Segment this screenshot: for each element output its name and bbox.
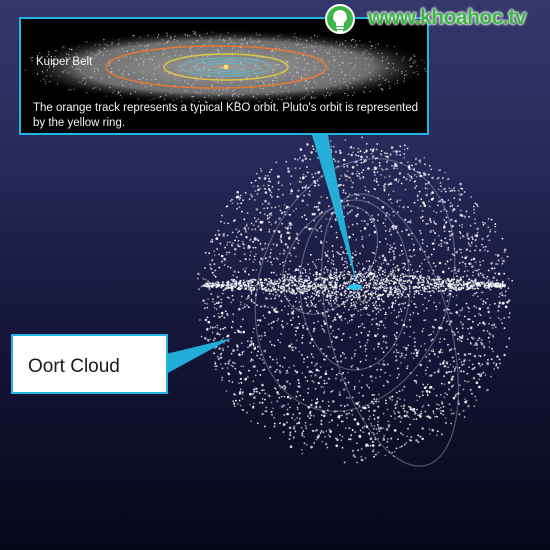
kuiper-belt-image bbox=[21, 29, 427, 105]
watermark: www.khoahoc.tv bbox=[322, 3, 544, 41]
kbo-orbit-ring bbox=[105, 45, 327, 89]
sun bbox=[223, 64, 229, 70]
inner-solar-system-marker bbox=[348, 284, 362, 290]
oort-cloud-label: Oort Cloud bbox=[28, 356, 120, 377]
oort-cloud-callout: Oort Cloud bbox=[11, 334, 168, 394]
watermark-text: www.khoahoc.tv bbox=[368, 6, 526, 29]
kuiper-belt-label: Kuiper Belt bbox=[36, 56, 93, 68]
kuiper-pointer bbox=[312, 135, 357, 285]
pluto-orbit-ring bbox=[163, 53, 289, 81]
inset-caption: The orange track represents a typical KB… bbox=[33, 102, 419, 129]
lightbulb-logo-icon bbox=[325, 4, 355, 34]
oort-pointer bbox=[166, 338, 232, 374]
kuiper-belt-inset: Kuiper Belt The orange track represents … bbox=[19, 17, 429, 135]
